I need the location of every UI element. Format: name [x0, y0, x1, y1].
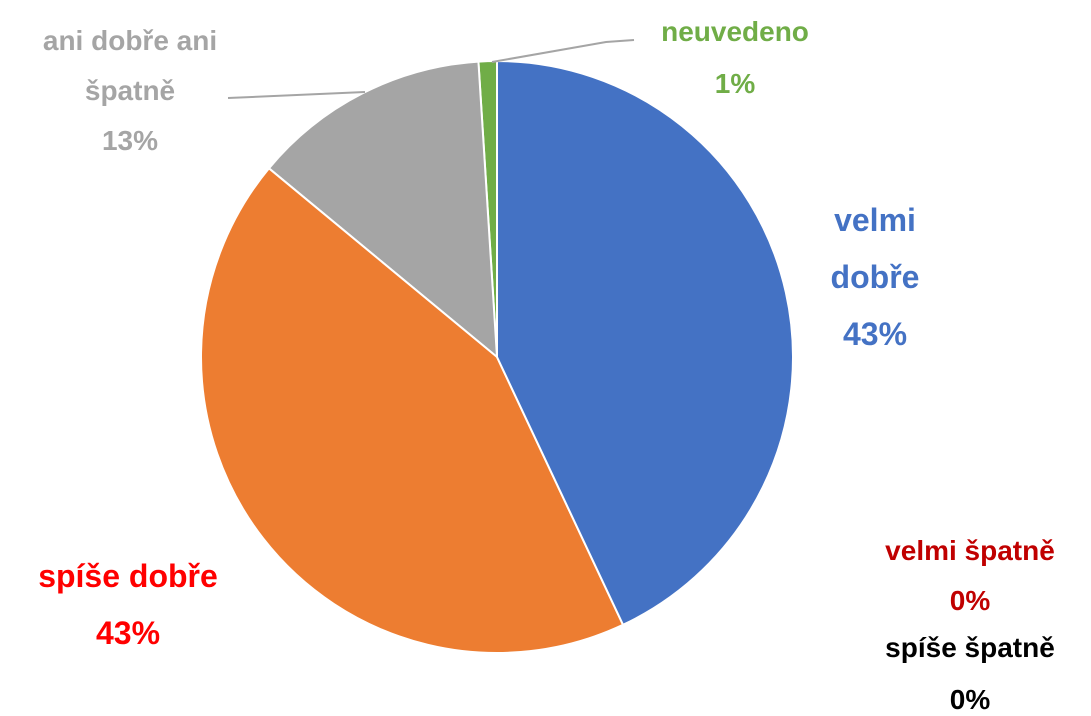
- slice-label: velmi špatně 0%: [885, 526, 1055, 626]
- leader-line: [491, 39, 635, 63]
- value-label: 43%: [95, 615, 161, 651]
- slice-label: spíše špatně 0%: [885, 622, 1055, 716]
- slice-label: spíše dobře 43%: [38, 548, 218, 662]
- pie-slice: [496, 59, 794, 627]
- category-label: velmi špatně: [885, 535, 1055, 566]
- category-label: spíše dobře: [38, 558, 218, 594]
- leader-line: [227, 91, 366, 99]
- slice-label: ani dobře ani špatně 13%: [35, 16, 225, 166]
- category-label: neuvedeno: [661, 16, 809, 47]
- value-label: 13%: [101, 125, 159, 156]
- value-label: 0%: [949, 585, 991, 616]
- pie-slice: [200, 166, 625, 654]
- value-label: 0%: [949, 684, 991, 715]
- value-label: 43%: [842, 316, 908, 352]
- slice-label: velmi dobře 43%: [800, 192, 950, 363]
- category-label: ani dobře ani špatně: [42, 25, 218, 106]
- category-label: velmi dobře: [830, 202, 920, 295]
- pie-slice: [267, 60, 499, 360]
- value-label: 1%: [714, 68, 756, 99]
- category-label: spíše špatně: [885, 632, 1055, 663]
- slice-label: neuvedeno 1%: [661, 6, 809, 110]
